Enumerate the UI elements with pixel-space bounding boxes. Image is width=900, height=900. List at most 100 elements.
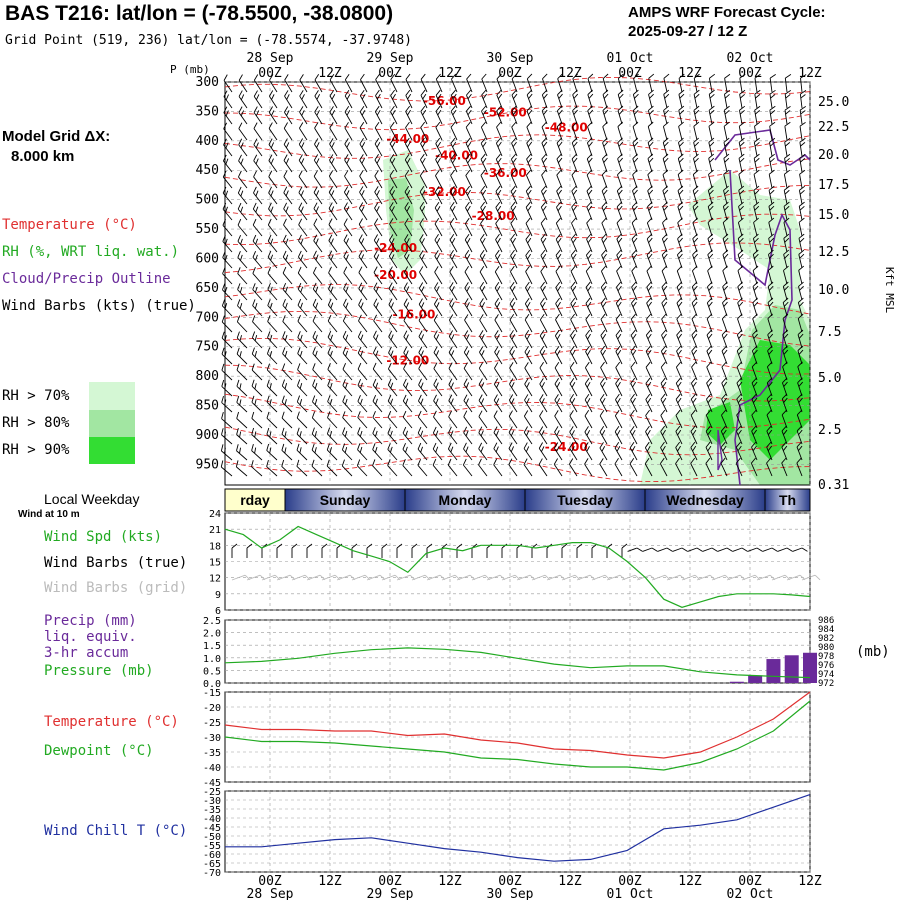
wind-barb bbox=[478, 394, 488, 413]
grid-wind-barb-staff bbox=[561, 574, 576, 581]
wind-barb-staff bbox=[525, 191, 533, 205]
wind-barb-staff bbox=[723, 174, 728, 189]
wind-barb bbox=[222, 235, 233, 253]
wind-barb-flag bbox=[648, 105, 654, 111]
wind-barb-staff bbox=[222, 257, 233, 269]
wind-barb bbox=[373, 282, 383, 301]
wind-barb bbox=[557, 73, 563, 93]
wind-barb-staff bbox=[587, 110, 593, 125]
wind-barb-staff bbox=[525, 207, 533, 221]
wind-barb-flag bbox=[630, 377, 636, 384]
wind-barb bbox=[402, 459, 413, 477]
grid-wind-barb-staff bbox=[516, 574, 531, 581]
wind-barb bbox=[783, 185, 790, 205]
wind-barb bbox=[267, 234, 278, 253]
wind-barb-flag bbox=[691, 361, 697, 368]
wind-barb-flag bbox=[633, 189, 638, 195]
wind-barb-flag bbox=[480, 153, 486, 160]
wind-barb-flag bbox=[329, 122, 334, 129]
wind-barb-staff bbox=[281, 466, 293, 477]
cycle-value: 2025-09-27 / 12 Z bbox=[628, 23, 748, 40]
wind-barb bbox=[252, 250, 263, 269]
wind-barb-flag bbox=[420, 73, 426, 80]
wind-barb-flag bbox=[435, 398, 439, 405]
wind-barb-flag bbox=[755, 94, 761, 99]
wind-barb-flag bbox=[540, 201, 546, 208]
wind-barb bbox=[509, 378, 518, 397]
wind-barb bbox=[555, 265, 563, 285]
wind-barb-staff bbox=[479, 271, 488, 285]
wind-barb bbox=[737, 265, 744, 285]
wind-barb-flag bbox=[327, 330, 332, 338]
wind-barb-flag bbox=[433, 362, 438, 369]
wind-barb-staff bbox=[692, 206, 698, 221]
wind-barb-flag bbox=[724, 157, 730, 163]
wind-barb bbox=[752, 249, 759, 269]
wind-barb-flag bbox=[421, 189, 426, 196]
true-wind-barb-staff bbox=[687, 547, 698, 552]
wind-barb-flag bbox=[315, 350, 318, 357]
wind-barb bbox=[783, 217, 790, 237]
true-wind-barb-flag bbox=[351, 543, 358, 549]
wind-barb-flag bbox=[632, 253, 638, 259]
wind-barb-flag bbox=[481, 286, 486, 292]
wind-barb-flag bbox=[584, 377, 590, 384]
wind-barb-flag bbox=[587, 301, 592, 308]
wind-barb-flag bbox=[783, 201, 790, 207]
wind-barb-flag bbox=[523, 442, 528, 449]
grid-wind-barb-staff bbox=[591, 574, 606, 581]
wind-barb-flag bbox=[314, 122, 319, 129]
wind-barb-flag bbox=[450, 89, 456, 96]
wind-barb-staff bbox=[297, 321, 308, 333]
wind-barb bbox=[659, 457, 668, 477]
wind-barb bbox=[766, 457, 773, 477]
wind-barb bbox=[554, 410, 563, 429]
wind-barb-flag bbox=[556, 201, 562, 208]
wind-barb-flag bbox=[737, 397, 743, 403]
wind-barb-flag bbox=[315, 254, 319, 261]
rh90-label: RH > 90% bbox=[2, 442, 70, 458]
wind-barb-staff bbox=[359, 111, 368, 125]
wind-barb-flag bbox=[526, 137, 532, 144]
wind-barb-flag bbox=[646, 233, 653, 240]
wind-barb-flag bbox=[766, 425, 772, 432]
wind-barb-flag bbox=[224, 303, 228, 309]
wind-barb-staff bbox=[538, 432, 548, 445]
wind-barb-staff bbox=[584, 383, 593, 397]
wind-barb bbox=[540, 249, 548, 269]
wind-barb-flag bbox=[770, 110, 776, 115]
wind-barb-flag bbox=[632, 349, 637, 356]
wind-barb-staff bbox=[402, 400, 413, 413]
wind-barb-staff bbox=[798, 190, 803, 205]
wind-barb-staff bbox=[493, 432, 503, 445]
wind-barb-flag bbox=[677, 201, 683, 207]
wind-barb bbox=[374, 154, 383, 173]
wind-barb-flag bbox=[375, 398, 378, 405]
wind-barb bbox=[600, 281, 608, 301]
wind-barb-staff bbox=[753, 222, 758, 237]
wind-barb-flag bbox=[707, 265, 713, 272]
wind-barb-staff bbox=[737, 238, 743, 253]
wind-barb-flag bbox=[571, 153, 577, 160]
wind-barb bbox=[282, 315, 293, 333]
legend-wind-barbs: Wind Barbs (kts) (true) bbox=[2, 298, 196, 314]
wind-barb-staff bbox=[283, 208, 293, 221]
wind-barb-flag bbox=[618, 93, 624, 99]
wind-barb-flag bbox=[724, 189, 729, 195]
wind-barb-staff bbox=[221, 402, 233, 413]
wind-barb bbox=[494, 346, 503, 365]
wind-barb bbox=[678, 121, 684, 141]
wind-barb-flag bbox=[677, 349, 682, 356]
wind-barb-flag bbox=[299, 431, 302, 438]
wind-barb-flag bbox=[391, 190, 396, 196]
wind-barb bbox=[313, 218, 323, 237]
true-wind-barb-flag bbox=[621, 543, 628, 549]
wind-barb bbox=[690, 425, 698, 445]
wind-barb-staff bbox=[328, 208, 338, 221]
grid-wind-barb-staff bbox=[231, 574, 246, 581]
wind-barb bbox=[296, 459, 308, 477]
wind-barb-staff bbox=[705, 447, 713, 461]
wind-barb-flag bbox=[599, 442, 604, 449]
wind-barb-flag bbox=[296, 411, 300, 419]
wind-barb-flag bbox=[282, 234, 287, 242]
